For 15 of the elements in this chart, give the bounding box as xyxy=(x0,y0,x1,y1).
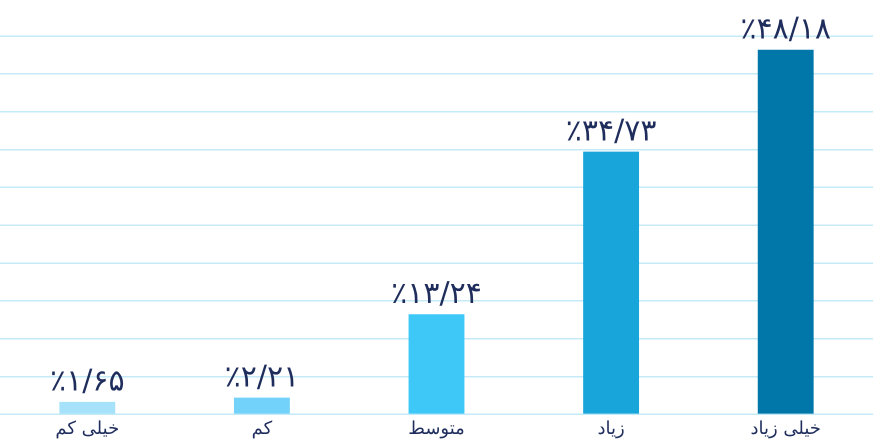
bar xyxy=(583,152,640,414)
x-tick-label: زیاد xyxy=(598,418,625,439)
data-label: ٪۱/۶۵ xyxy=(50,364,125,399)
data-label: ٪۲/۲۱ xyxy=(224,359,300,394)
x-tick-label: خیلی کم xyxy=(55,418,120,439)
data-label: ٪۱۳/۲۴ xyxy=(391,276,482,311)
bar xyxy=(59,402,116,414)
x-tick-label: کم xyxy=(252,418,273,439)
data-label: ٪۳۴/۷۳ xyxy=(566,113,656,148)
x-tick-label: متوسط xyxy=(408,418,465,439)
x-tick-label: خیلی زیاد xyxy=(750,418,821,439)
bar xyxy=(234,398,290,414)
data-label: ٪۴۸/۱۸ xyxy=(740,12,832,47)
bar xyxy=(758,50,814,414)
bar xyxy=(408,314,464,414)
